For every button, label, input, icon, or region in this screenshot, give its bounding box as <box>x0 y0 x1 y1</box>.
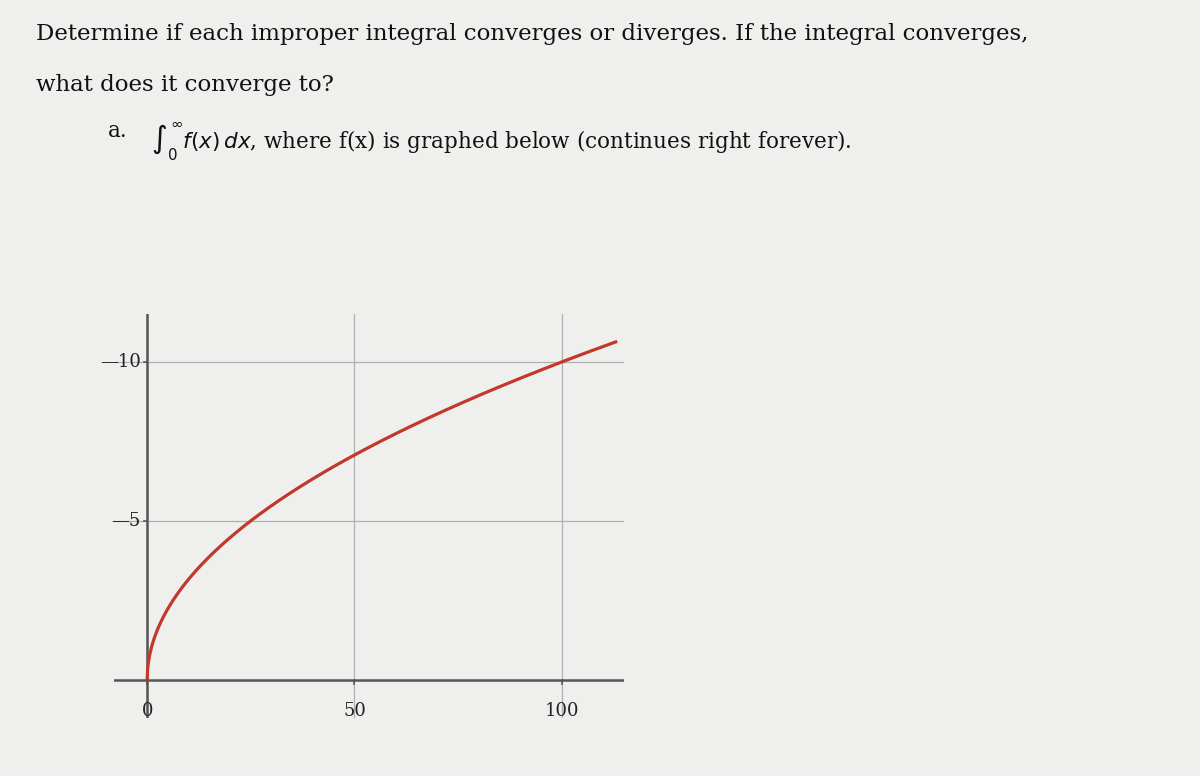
Text: 100: 100 <box>545 702 580 720</box>
Text: $\int_0^{\infty} f(x)\,dx$, where f(x) is graphed below (continues right forever: $\int_0^{\infty} f(x)\,dx$, where f(x) i… <box>138 120 852 163</box>
Text: a.: a. <box>108 120 127 142</box>
Text: 0: 0 <box>142 702 152 720</box>
Text: —5: —5 <box>112 512 140 530</box>
Text: Determine if each improper integral converges or diverges. If the integral conve: Determine if each improper integral conv… <box>36 23 1028 45</box>
Text: —10: —10 <box>100 353 140 371</box>
Text: 50: 50 <box>343 702 366 720</box>
Text: what does it converge to?: what does it converge to? <box>36 74 334 95</box>
